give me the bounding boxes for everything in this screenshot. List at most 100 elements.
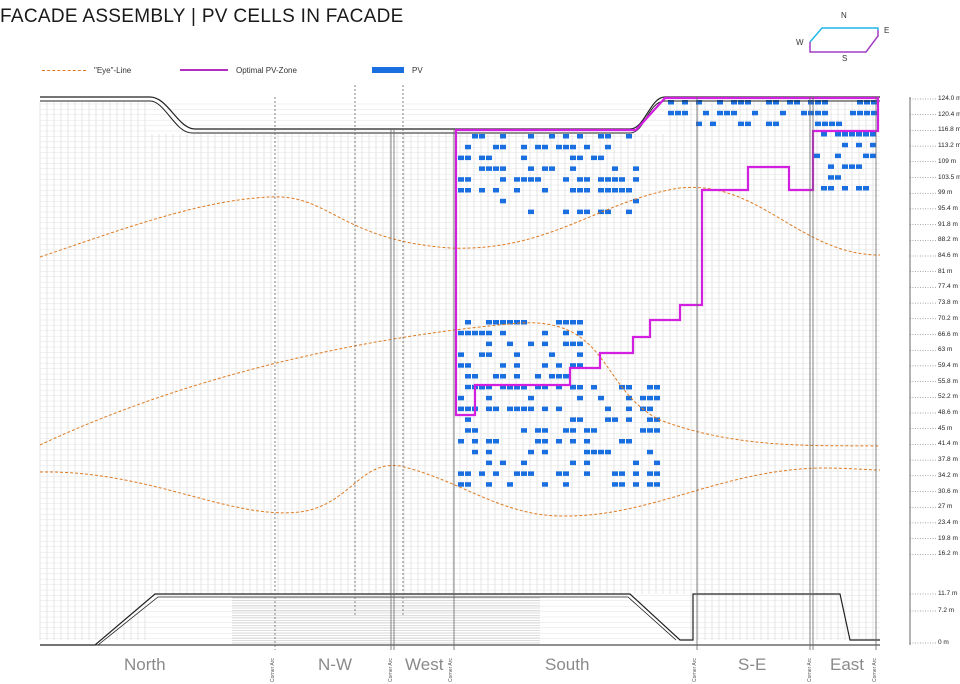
pv-cell: [647, 385, 653, 390]
pv-cell: [486, 352, 492, 357]
pv-cell: [738, 100, 744, 105]
pv-cell: [612, 417, 618, 422]
pv-cell: [577, 155, 583, 161]
page-title: FACADE ASSEMBLY | PV CELLS IN FACADE: [0, 6, 404, 27]
pv-cell: [465, 320, 471, 325]
pv-cell: [584, 144, 590, 150]
pv-cell: [591, 385, 597, 390]
height-scale-label: 11.7 m: [938, 590, 958, 597]
pv-cell: [835, 132, 841, 137]
pv-cell: [626, 385, 632, 390]
pv-cell: [584, 177, 590, 182]
pv-cell: [619, 177, 625, 182]
height-scale-label: 95.4 m: [938, 204, 958, 212]
corner-label-3: Corner Arc: [448, 658, 454, 682]
height-scale-label: 81 m: [938, 267, 953, 275]
pv-cell: [864, 110, 870, 116]
pv-cell: [514, 363, 520, 368]
pv-cell: [458, 352, 464, 357]
height-scale-label: 55.8 m: [938, 377, 958, 385]
pv-cell: [842, 186, 848, 191]
corner-label-4: Corner Arc: [692, 658, 698, 682]
pv-cell: [682, 110, 688, 116]
zone-label-east: East: [830, 655, 865, 674]
pv-cell: [479, 155, 485, 161]
pv-cell: [828, 175, 834, 180]
pv-cell: [465, 384, 471, 390]
pv-cell: [521, 320, 527, 325]
pv-cell: [563, 209, 569, 215]
roof-outline-inner: [40, 100, 880, 134]
height-scale-label: 7.2 m: [938, 607, 955, 614]
pv-cell: [500, 330, 506, 336]
pv-cell: [745, 121, 751, 127]
pv-cell: [577, 363, 583, 368]
pv-cell: [703, 110, 709, 116]
pv-cell: [654, 471, 660, 476]
pv-cell: [598, 134, 604, 139]
pv-cell: [577, 188, 583, 193]
height-scale-label: 70.2 m: [938, 314, 958, 322]
pv-cell: [479, 471, 485, 476]
pv-cell: [612, 166, 618, 171]
height-scale-label: 37.8 m: [938, 456, 958, 464]
pv-cell: [549, 374, 555, 379]
legend-pv-zone: Optimal PV-Zone: [180, 62, 297, 78]
height-scale-label: 63 m: [938, 346, 953, 354]
pv-cell: [465, 428, 471, 433]
pv-cell: [605, 417, 611, 422]
pv-cell: [528, 177, 534, 182]
pv-cell: [654, 385, 660, 390]
height-scale-label: 113.2 m: [938, 142, 960, 150]
pv-cell: [528, 341, 534, 347]
pv-cell: [696, 100, 702, 105]
pv-cell: [577, 385, 583, 390]
pv-cell: [570, 460, 576, 466]
pv-cell: [605, 406, 611, 412]
height-scale-label: 73.8 m: [938, 299, 958, 307]
pv-cell: [521, 460, 527, 466]
pv-cell: [514, 471, 520, 476]
pv-cell: [486, 482, 492, 487]
pv-cell: [605, 144, 611, 150]
pv-cell: [486, 449, 492, 455]
pv-cell: [654, 428, 660, 433]
pv-cell: [507, 341, 513, 347]
pv-cell: [619, 188, 625, 193]
pv-cell: [570, 385, 576, 390]
pv-cell: [563, 320, 569, 325]
pv-cell: [745, 100, 751, 105]
pv-cell: [836, 121, 842, 127]
pv-cell: [500, 198, 506, 204]
pv-cell: [535, 144, 541, 150]
pv-zone-outline: [454, 96, 880, 417]
pv-cell: [773, 121, 779, 127]
pv-cell: [500, 320, 506, 325]
height-scale-label: 77.4 m: [938, 283, 958, 291]
pv-cell: [535, 384, 541, 390]
pv-cell: [619, 471, 625, 476]
pv-cell: [605, 449, 611, 455]
pv-cell: [626, 395, 632, 401]
pv-cell: [556, 374, 562, 379]
pv-cell: [668, 100, 674, 105]
height-scale-label: 84.6 m: [938, 252, 958, 259]
pv-cell: [577, 395, 583, 401]
pv-cell: [458, 330, 464, 336]
pv-cell: [563, 134, 569, 139]
pv-cell: [493, 166, 499, 171]
pv-cell: [486, 384, 492, 390]
pv-cell: [458, 155, 464, 161]
pv-cell: [626, 188, 632, 193]
pv-cell: [724, 110, 730, 116]
pv-cell: [682, 100, 688, 105]
pv-cell: [870, 153, 876, 159]
legend-pv-label: PV: [412, 65, 423, 75]
height-scale-label: 66.6 m: [938, 330, 958, 338]
pv-cell: [570, 188, 576, 193]
pv-cell: [647, 395, 653, 401]
pv-cell: [633, 177, 639, 182]
pv-cell: [654, 482, 660, 487]
pv-cell: [486, 320, 492, 325]
pv-cell: [577, 417, 583, 422]
